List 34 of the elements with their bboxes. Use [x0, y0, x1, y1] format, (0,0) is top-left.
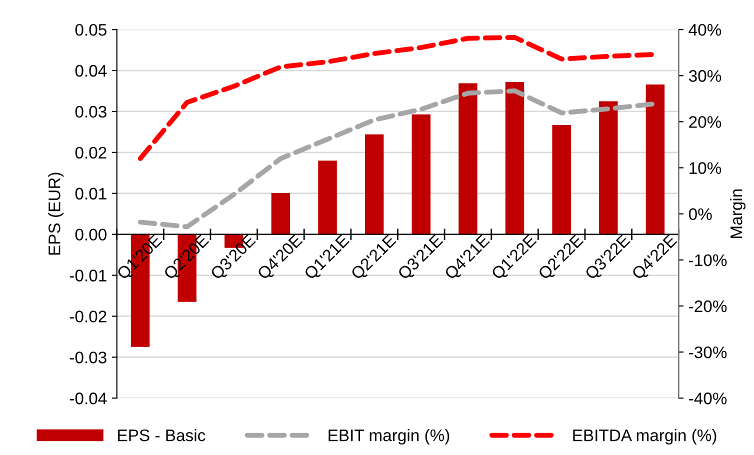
y2-tick-label: -30% [689, 346, 727, 358]
bar [458, 83, 478, 234]
legend-label: EBIT margin (%) [328, 429, 450, 445]
y2-tick-label: -40% [689, 392, 727, 404]
y-tick-label: 0.05 [75, 24, 106, 36]
bar [505, 82, 524, 234]
y-tick-label: 0.04 [75, 64, 107, 77]
y2-tick-label: 40% [688, 24, 722, 36]
bar [646, 84, 665, 234]
y-tick-label: 0.03 [75, 106, 106, 118]
y-tick-label: 0.01 [75, 188, 106, 200]
y-tick-label: 0.00 [75, 228, 106, 241]
y-tick-label: -0.04 [70, 392, 107, 404]
y2-tick-label: 20% [689, 116, 722, 128]
legend-label: EBITDA margin (%) [573, 429, 716, 445]
y-tick-label: -0.03 [70, 352, 106, 364]
bar [552, 124, 571, 234]
legend-label: EPS - Basic [118, 429, 206, 442]
y-tick-label: -0.02 [70, 310, 106, 322]
bar [271, 192, 290, 234]
bar [412, 114, 431, 234]
y2-tick-label: 0% [688, 208, 712, 220]
y-axis-title: EPS (EUR) [48, 172, 64, 255]
y2-tick-label: -10% [689, 254, 727, 266]
bar [224, 234, 244, 248]
y-tick-label: -0.01 [70, 270, 106, 282]
y2-tick-label: 30% [688, 70, 722, 82]
y2-tick-label: -20% [689, 300, 727, 312]
bar [364, 134, 384, 234]
bar [599, 101, 618, 234]
y2-axis-title: Margin [730, 189, 746, 238]
bar [318, 160, 337, 234]
y2-tick-label: 10% [690, 162, 722, 174]
y-tick-label: 0.02 [75, 146, 106, 159]
